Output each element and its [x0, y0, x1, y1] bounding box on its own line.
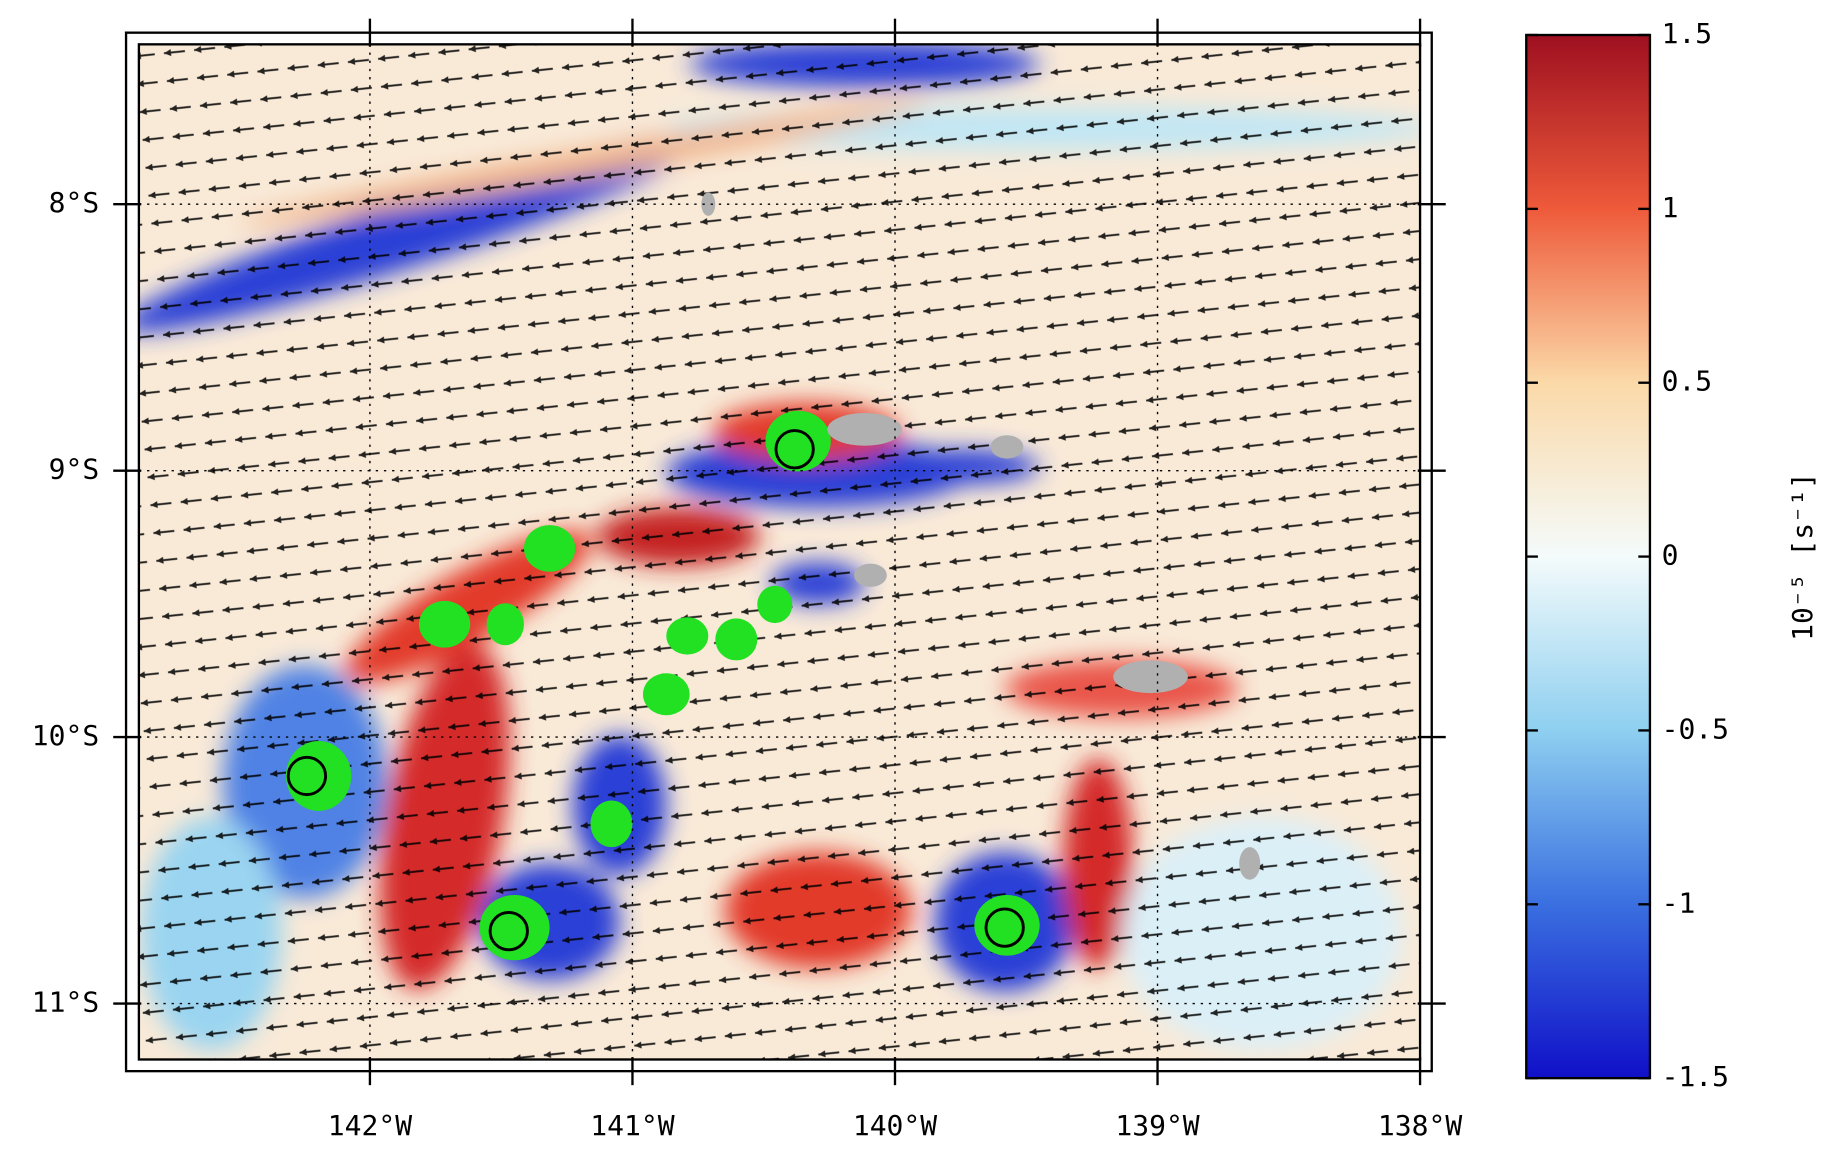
y-tick-label: 8°S: [49, 186, 100, 219]
colorbar-tick-label: 0.5: [1662, 365, 1713, 398]
x-tick-label: 142°W: [328, 1109, 412, 1142]
x-tick-label: 141°W: [590, 1109, 674, 1142]
colorbar-label: 10⁻⁵ [s⁻¹]: [1786, 472, 1819, 641]
x-tick-label: 140°W: [853, 1109, 937, 1142]
colorbar-gradient: [1525, 33, 1652, 1080]
y-tick-label: 9°S: [49, 453, 100, 486]
colorbar-tick-label: 0: [1662, 539, 1679, 572]
colorbar-tick-label: -0.5: [1662, 712, 1729, 745]
x-tick-label: 139°W: [1115, 1109, 1199, 1142]
axes: 142°W 141°W 140°W 139°W 138°W 8°S 9°S 10°S 11°S: [32, 18, 1462, 1142]
x-tick-label: 138°W: [1378, 1109, 1462, 1142]
y-tick-label: 10°S: [32, 719, 99, 752]
field: [138, 44, 1421, 1060]
colorbar-tick-label: 1: [1662, 191, 1679, 224]
colorbar-tick-label: -1.5: [1662, 1060, 1729, 1093]
y-tick-label: 11°S: [32, 986, 99, 1019]
colorbar-tick-label: 1.5: [1662, 17, 1713, 50]
colorbar: 10⁻⁵ [s⁻¹] 1.5 1 0.5 0 -0.5 -1 -1.5: [1525, 17, 1819, 1093]
colorbar-tick-label: -1: [1662, 886, 1696, 919]
outer-frame: [124, 31, 1433, 1073]
